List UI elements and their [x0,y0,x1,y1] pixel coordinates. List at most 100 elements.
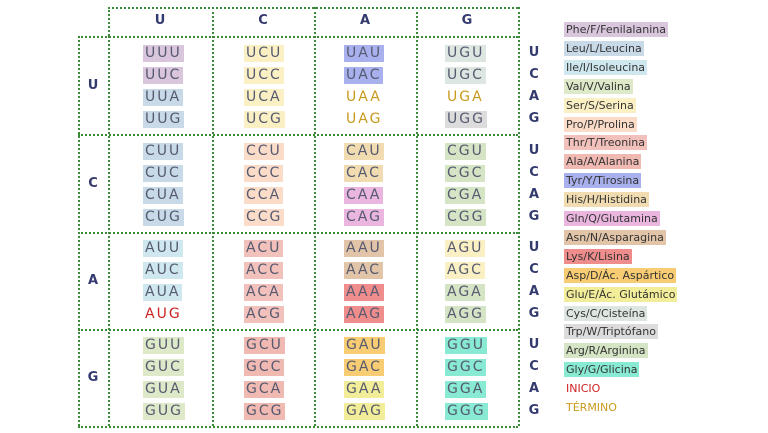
codon-cell: UAC [344,67,384,84]
codon-cell: AGA [445,284,485,301]
row-header-1: U [87,78,99,93]
codon-cell: AAU [344,240,384,257]
legend-item: Lys/K/Lisina [564,248,632,264]
codon-cell: CGC [445,165,486,182]
codon-cell: ACC [244,262,283,279]
third-base-label: U [528,45,540,60]
grid-line [78,232,518,234]
third-base-label: C [529,359,539,374]
legend-item: Asn/N/Asparagina [564,229,666,245]
codon-cell: ACG [244,306,284,323]
codon-cell: GCU [244,337,285,354]
third-base-label: A [528,89,540,104]
third-base-label: C [529,262,539,277]
codon-cell: UCA [244,89,284,106]
row-header-2: C [88,176,98,191]
codon-cell: AUA [143,284,183,301]
row-header-4: G [87,370,99,385]
codon-cell: ACA [244,284,283,301]
row-header-3: A [87,273,99,288]
grid-line [108,7,110,36]
legend-item: Ser/S/Serina [564,97,636,113]
codon-cell: CAC [344,165,383,182]
codon-cell: UGU [445,45,487,62]
codon-cell: CAU [344,143,384,160]
grid-line [518,7,520,426]
codon-cell: CUU [143,143,184,160]
codon-cell: AAA [344,284,384,301]
column-header-2: C [258,13,268,28]
codon-cell: CCU [244,143,284,160]
legend-item: Asp/D/Ác. Aspártico [564,267,677,283]
codon-cell: GAC [344,359,384,376]
grid-line [108,36,110,426]
third-base-label: G [528,111,540,126]
third-base-label: A [528,284,540,299]
codon-cell: UCU [244,45,285,62]
codon-cell: CUG [143,209,184,226]
codon-cell: CAA [344,187,384,204]
codon-cell: GAA [344,381,385,398]
codon-cell: UAG [346,111,383,127]
codon-cell: GGC [445,359,487,376]
codon-cell: AGU [445,240,486,257]
codon-cell: UUC [143,67,184,84]
third-base-label: C [529,165,539,180]
codon-cell: GAG [344,403,386,420]
legend-item: Cys/C/Cisteína [564,305,648,321]
codon-cell: UUG [143,111,185,128]
third-base-label: G [528,306,540,321]
codon-cell: CGA [445,187,486,204]
codon-cell: AAG [344,306,385,323]
grid-line [108,7,518,9]
codon-cell: CCA [244,187,284,204]
legend-item: INICIO [566,382,601,396]
legend-item: Phe/F/Fenilalanina [564,22,668,37]
codon-cell: GCC [244,359,285,376]
codon-cell: UGG [445,111,487,128]
grid-line [416,7,418,426]
codon-cell: UGA [447,89,484,105]
legend-item: Ile/I/Isoleucina [564,59,648,75]
codon-cell: CUC [143,165,183,182]
third-base-label: C [529,67,539,82]
grid-line [212,7,214,426]
grid-line [78,36,80,426]
third-base-label: U [528,337,540,352]
codon-cell: AUU [143,240,184,257]
third-base-label: A [528,187,540,202]
codon-cell: GUU [143,337,185,354]
third-base-label: G [528,209,540,224]
codon-cell: GCG [244,403,286,420]
grid-line [78,36,518,38]
codon-cell: UAU [344,45,385,62]
codon-cell: GGG [445,403,488,420]
codon-cell: AGC [445,262,485,279]
codon-cell: CGG [445,209,487,226]
codon-cell: UUA [143,89,184,106]
codon-cell: AAC [344,262,384,279]
legend-item: Trp/W/Triptófano [564,324,658,340]
third-base-label: G [528,403,540,418]
codon-cell: GGA [445,381,487,398]
codon-cell: CUA [143,187,183,204]
codon-cell: AUC [143,262,183,279]
legend-item: Tyr/Y/Tirosina [564,173,642,189]
legend-item: His/H/Histidina [564,192,649,208]
legend-item: Gly/G/Glicina [564,362,640,378]
grid-line [314,7,316,426]
codon-cell: GUC [143,359,184,376]
codon-cell: GUG [143,403,185,420]
codon-cell: CCG [244,209,285,226]
legend-item: Arg/R/Arginina [564,343,648,359]
grid-line [78,134,518,136]
legend-item: TÉRMINO [566,401,617,414]
codon-cell: GCA [244,381,285,398]
legend-item: Ala/A/Alanina [564,154,642,170]
codon-cell: UCG [244,111,285,128]
column-header-4: G [461,13,473,28]
column-header-1: U [154,13,166,28]
grid-line [78,329,518,331]
codon-cell: GGU [445,337,487,354]
codon-cell: GUA [143,381,184,398]
